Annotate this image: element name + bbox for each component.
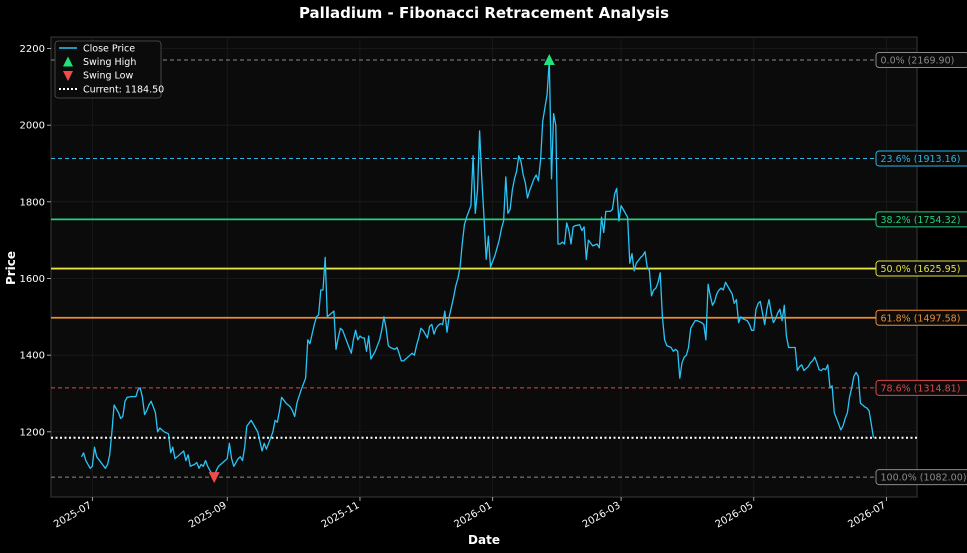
fib-level-label: 50.0% (1625.95) [881, 264, 961, 275]
y-axis-label: Price [4, 251, 18, 285]
legend-label-swing-low: Swing Low [83, 71, 133, 82]
swing-low-marker [208, 472, 220, 484]
fib-label-box [875, 309, 967, 326]
fib-label-box [875, 260, 967, 277]
swing-low-legend-icon [63, 71, 73, 81]
chart-title: Palladium - Fibonacci Retracement Analys… [299, 4, 669, 22]
y-tick-label: 1600 [20, 274, 45, 285]
price-line-layer [80, 59, 875, 478]
swing-high-legend-icon [63, 56, 73, 67]
legend-label-swing-high: Swing High [83, 57, 136, 68]
fib-level-label: 0.0% (2169.90) [881, 56, 955, 67]
fib-level-label: 61.8% (1497.58) [881, 313, 961, 324]
fib-label-box [875, 379, 967, 396]
fib-level-label: 23.6% (1913.16) [881, 154, 961, 165]
legend-box [54, 40, 162, 99]
fib-label-box [875, 469, 967, 486]
y-tick-label: 1400 [20, 351, 45, 362]
grid [51, 37, 917, 497]
y-tick-label: 2000 [20, 121, 45, 132]
y-tick-label: 1200 [20, 427, 45, 438]
legend-label-current: Current: 1184.50 [83, 85, 164, 96]
plot-area [50, 36, 918, 498]
legend-label-close: Close Price [83, 44, 135, 55]
swing-high-marker [543, 54, 555, 66]
swing-markers [208, 54, 555, 484]
y-tick-label: 2200 [20, 44, 45, 55]
fib-label-box [875, 211, 967, 228]
close-price-line [80, 59, 875, 478]
fib-label-box [875, 150, 967, 167]
x-axis-label: Date [468, 533, 500, 547]
fib-level-label: 38.2% (1754.32) [881, 215, 961, 226]
fib-levels: 0.0% (2169.90) 23.6% (1913.16) 38.2% (1754… [51, 52, 967, 486]
fib-level-label: 100.0% (1082.00) [881, 473, 967, 484]
legend: Close Price Swing High Swing Low Current… [54, 40, 164, 99]
y-tick-label: 1800 [20, 197, 45, 208]
fib-level-label: 78.6% (1314.81) [881, 383, 961, 394]
fib-label-box [875, 52, 967, 69]
